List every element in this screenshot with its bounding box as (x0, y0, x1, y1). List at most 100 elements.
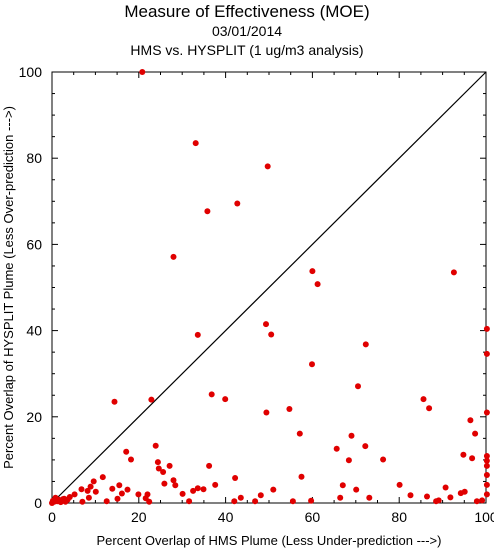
data-point (192, 140, 199, 147)
data-point (483, 409, 490, 416)
data-point (263, 409, 270, 416)
chart-subtitle-date: 03/01/2014 (211, 23, 283, 39)
data-point (124, 486, 131, 493)
data-point (483, 325, 490, 332)
data-point (135, 491, 142, 498)
data-point (469, 455, 476, 462)
data-point (264, 163, 271, 170)
data-point (396, 481, 403, 488)
data-point (479, 497, 486, 504)
data-point (339, 482, 346, 489)
data-point (460, 451, 467, 458)
chart-subtitle-analysis: HMS vs. HYSPLIT (1 ug/m3 analysis) (130, 42, 364, 58)
data-point (232, 475, 239, 481)
data-point (231, 498, 238, 505)
data-point (161, 480, 168, 487)
x-tick-label: 40 (218, 509, 234, 525)
data-point (270, 486, 277, 493)
y-tick-label: 60 (26, 236, 42, 252)
data-point (426, 405, 433, 412)
data-point (90, 478, 97, 485)
data-point (146, 498, 153, 505)
data-point (473, 498, 480, 505)
data-point (483, 481, 490, 488)
x-tick-label: 80 (391, 509, 407, 525)
data-point (483, 453, 490, 459)
data-point (194, 331, 201, 338)
data-point (483, 350, 490, 357)
data-point (461, 488, 468, 495)
data-point (200, 486, 207, 493)
y-tick-label: 40 (26, 323, 42, 339)
data-point (252, 498, 259, 505)
y-axis-label: Percent Overlap of HYSPLIT Plume (Less O… (1, 106, 16, 469)
data-point (64, 496, 71, 503)
data-point (79, 498, 86, 505)
data-point (483, 491, 490, 498)
data-point (212, 481, 219, 488)
data-point (447, 494, 454, 501)
data-point (87, 483, 94, 490)
data-point (206, 462, 213, 469)
data-point (128, 456, 134, 463)
data-point (139, 69, 146, 75)
data-point (92, 488, 99, 495)
data-point (483, 472, 490, 478)
data-point (148, 396, 155, 403)
data-point (483, 462, 490, 469)
data-point (309, 361, 315, 368)
data-point (111, 398, 118, 405)
data-point (467, 417, 474, 424)
data-point (420, 396, 427, 403)
data-point (407, 492, 414, 499)
data-point (123, 448, 130, 455)
data-point (179, 490, 186, 497)
data-point (99, 474, 106, 481)
data-point (237, 494, 244, 501)
data-point (170, 477, 177, 484)
data-point (345, 457, 352, 464)
data-points (49, 69, 490, 506)
data-point (296, 430, 303, 437)
data-point (222, 396, 229, 403)
data-point (154, 459, 161, 466)
data-point (286, 406, 293, 412)
data-point (84, 487, 91, 494)
data-point (155, 465, 162, 472)
data-point (208, 391, 215, 398)
y-tick-label: 80 (26, 150, 42, 166)
data-point (103, 498, 110, 505)
data-point (263, 321, 269, 328)
data-point (355, 383, 361, 390)
data-point (172, 482, 179, 489)
x-tick-label: 60 (305, 509, 321, 525)
data-point (353, 486, 360, 493)
data-point (348, 432, 355, 439)
data-point (190, 487, 197, 494)
data-point (118, 490, 125, 497)
data-point (308, 497, 315, 504)
chart-title: Measure of Effectiveness (MOE) (124, 2, 370, 21)
data-point (204, 208, 211, 215)
data-point (234, 200, 241, 207)
reference-diagonal-line (51, 71, 487, 504)
y-tick-label: 0 (34, 495, 42, 511)
data-point (362, 341, 369, 348)
data-point (257, 492, 264, 499)
x-tick-label: 20 (131, 509, 147, 525)
data-point (472, 430, 479, 437)
data-point (366, 494, 373, 501)
data-point (424, 493, 430, 500)
data-point (314, 281, 321, 288)
data-point (337, 494, 344, 501)
y-tick-label: 100 (19, 64, 43, 80)
data-point (78, 486, 85, 493)
data-point (362, 443, 369, 450)
data-point (109, 485, 116, 492)
data-point (114, 495, 121, 502)
data-point (289, 498, 296, 505)
x-axis-label: Percent Overlap of HMS Plume (Less Under… (97, 533, 442, 548)
data-point (116, 482, 123, 489)
data-point (85, 494, 92, 501)
